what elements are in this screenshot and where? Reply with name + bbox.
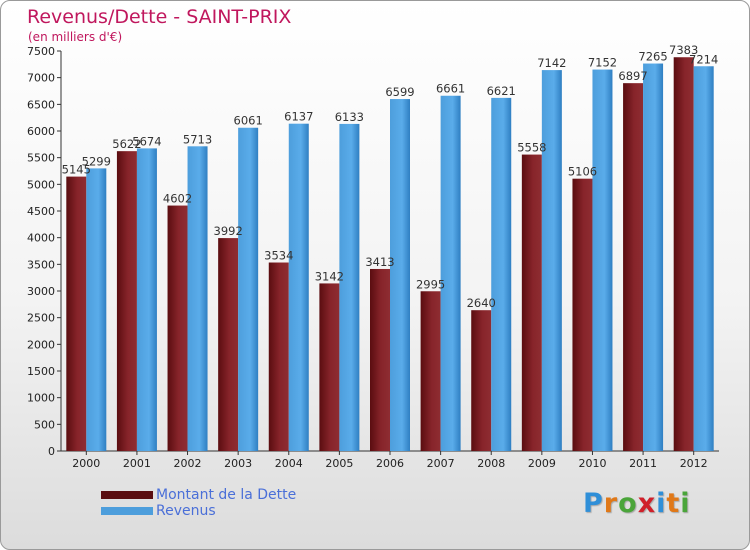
legend-label-dette: Montant de la Dette	[156, 487, 297, 503]
logo-letter: i	[680, 488, 691, 519]
data-label-revenus-2010: 7152	[588, 56, 617, 70]
bar-dette-2012	[673, 57, 694, 452]
proxiti-logo: Proxiti	[583, 488, 691, 519]
data-label-dette-2012: 7383	[669, 43, 698, 57]
y-tick-label: 6500	[27, 98, 55, 111]
bar-revenus-2012	[693, 66, 714, 452]
bar-dette-2009	[521, 154, 542, 451]
data-label-revenus-2007: 6661	[436, 82, 465, 96]
y-tick-label: 7000	[27, 72, 55, 85]
bar-revenus-2007	[440, 95, 461, 451]
x-tick-label: 2010	[578, 457, 606, 470]
x-tick-label: 2004	[275, 457, 303, 470]
y-tick-label: 4000	[27, 232, 55, 245]
x-tick-label: 2006	[376, 457, 404, 470]
bar-revenus-2009	[541, 70, 562, 452]
data-label-dette-2007: 2995	[416, 277, 445, 291]
data-label-revenus-2003: 6061	[234, 114, 263, 128]
bar-dette-2001	[116, 151, 137, 451]
logo-letter: o	[618, 488, 638, 519]
y-tick-label: 2000	[27, 338, 55, 351]
logo-letter: P	[583, 488, 604, 519]
bar-dette-2002	[167, 205, 188, 451]
y-tick-label: 3000	[27, 285, 55, 298]
x-tick-label: 2000	[72, 457, 100, 470]
legend-swatch-dette	[101, 491, 153, 499]
y-tick-label: 2500	[27, 312, 55, 325]
data-label-revenus-2000: 5299	[82, 154, 111, 168]
y-tick-label: 7500	[27, 45, 55, 58]
bar-dette-2011	[623, 83, 644, 451]
data-label-dette-2003: 3992	[214, 224, 243, 238]
data-label-dette-2006: 3413	[365, 255, 394, 269]
x-tick-label: 2009	[528, 457, 556, 470]
x-tick-label: 2012	[680, 457, 708, 470]
x-tick-label: 2002	[174, 457, 202, 470]
logo-letter: r	[603, 488, 619, 519]
data-label-dette-2010: 5106	[568, 165, 597, 179]
logo-letter: t	[666, 488, 681, 519]
y-tick-label: 5500	[27, 152, 55, 165]
bar-revenus-2004	[288, 123, 309, 452]
logo-letter: x	[637, 488, 657, 519]
logo-letter: i	[656, 488, 667, 519]
y-tick-label: 1000	[27, 392, 55, 405]
data-label-revenus-2011: 7265	[638, 50, 667, 64]
data-label-dette-2008: 2640	[467, 296, 496, 310]
data-label-revenus-2006: 6599	[385, 85, 414, 99]
x-tick-label: 2008	[477, 457, 505, 470]
data-label-dette-2002: 4602	[163, 192, 192, 206]
x-tick-label: 2001	[123, 457, 151, 470]
y-tick-label: 4500	[27, 205, 55, 218]
data-label-dette-2001: 5622	[112, 137, 141, 151]
bar-revenus-2006	[390, 99, 410, 451]
bar-dette-2008	[471, 310, 492, 451]
bar-dette-2010	[572, 178, 593, 451]
data-label-revenus-2002: 5713	[183, 132, 212, 146]
bar-revenus-2003	[238, 127, 259, 451]
y-tick-label: 5000	[27, 178, 55, 191]
x-tick-label: 2005	[325, 457, 353, 470]
x-tick-label: 2003	[224, 457, 252, 470]
bar-revenus-2001	[136, 148, 157, 452]
y-tick-label: 6000	[27, 125, 55, 138]
data-label-revenus-2012: 7214	[689, 52, 718, 66]
data-label-revenus-2004: 6137	[284, 110, 313, 124]
bar-revenus-2002	[187, 146, 208, 451]
legend-label-revenus: Revenus	[156, 503, 216, 519]
bar-dette-2005	[319, 283, 340, 451]
data-label-dette-2000: 5145	[62, 163, 91, 177]
bar-dette-2003	[218, 238, 239, 451]
bar-revenus-2011	[643, 63, 664, 452]
bar-dette-2007	[420, 291, 441, 451]
y-tick-label: 1500	[27, 365, 55, 378]
bar-dette-2004	[268, 262, 289, 451]
bar-revenus-2000	[86, 168, 107, 452]
chart-title: Revenus/Dette - SAINT-PRIX	[27, 6, 292, 28]
y-tick-label: 3500	[27, 258, 55, 271]
data-label-revenus-2001: 5674	[132, 134, 161, 148]
data-label-dette-2005: 3142	[315, 269, 344, 283]
legend-swatch-revenus	[101, 507, 153, 515]
chart-subtitle: (en milliers d'€)	[28, 30, 123, 44]
bar-revenus-2008	[491, 97, 512, 451]
data-label-revenus-2008: 6621	[487, 84, 516, 98]
bar-revenus-2010	[592, 69, 613, 451]
data-label-dette-2009: 5558	[517, 141, 546, 155]
data-label-dette-2004: 3534	[264, 249, 293, 263]
bar-dette-2006	[370, 268, 390, 451]
data-label-revenus-2009: 7142	[537, 56, 566, 70]
y-tick-label: 0	[48, 445, 55, 458]
bar-dette-2000	[66, 176, 87, 451]
x-tick-label: 2007	[427, 457, 455, 470]
y-tick-label: 500	[34, 418, 55, 431]
bar-revenus-2005	[339, 123, 360, 451]
data-label-revenus-2005: 6133	[335, 110, 364, 124]
x-tick-label: 2011	[629, 457, 657, 470]
data-label-dette-2011: 6897	[618, 69, 647, 83]
